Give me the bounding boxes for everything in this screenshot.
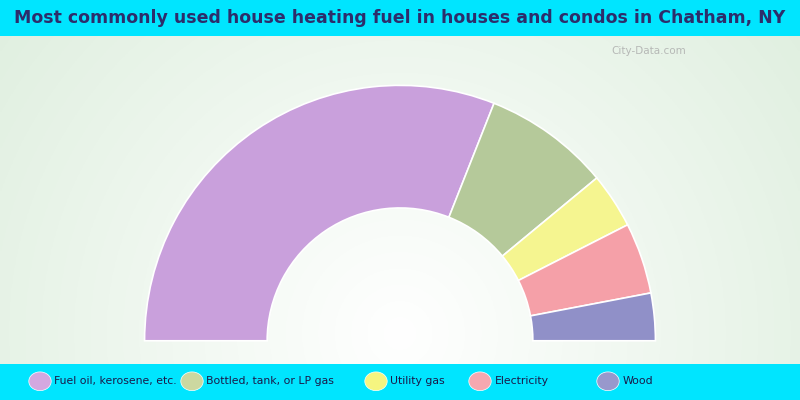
Wedge shape [530, 293, 655, 341]
Wedge shape [502, 178, 627, 280]
Text: City-Data.com: City-Data.com [612, 46, 686, 56]
Text: Fuel oil, kerosene, etc.: Fuel oil, kerosene, etc. [54, 376, 177, 386]
Ellipse shape [29, 372, 51, 391]
Wedge shape [449, 103, 597, 256]
Ellipse shape [597, 372, 619, 391]
Text: Utility gas: Utility gas [390, 376, 445, 386]
Wedge shape [518, 225, 651, 316]
Text: Wood: Wood [622, 376, 653, 386]
Text: Electricity: Electricity [494, 376, 549, 386]
Text: Most commonly used house heating fuel in houses and condos in Chatham, NY: Most commonly used house heating fuel in… [14, 9, 786, 27]
Ellipse shape [365, 372, 387, 391]
Text: Bottled, tank, or LP gas: Bottled, tank, or LP gas [206, 376, 334, 386]
Wedge shape [145, 85, 494, 341]
Ellipse shape [469, 372, 491, 391]
Ellipse shape [181, 372, 203, 391]
